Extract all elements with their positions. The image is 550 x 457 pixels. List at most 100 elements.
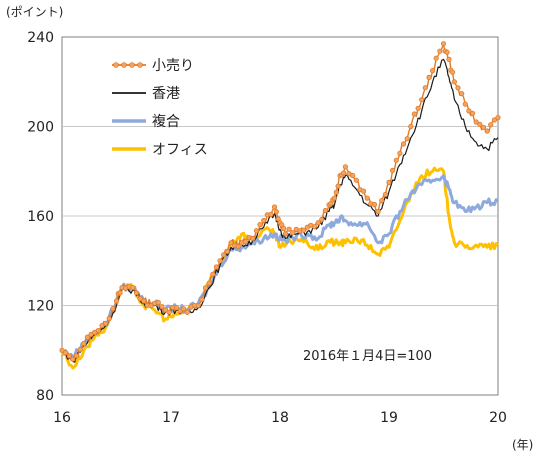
series-point <box>335 183 341 189</box>
series-point <box>110 305 116 312</box>
series-point <box>411 111 417 117</box>
legend-label-2: 複合 <box>152 113 180 130</box>
x-tick-label: 18 <box>271 410 289 426</box>
series-point <box>173 305 180 311</box>
series-point <box>130 284 136 291</box>
series-point <box>282 231 289 237</box>
series-point <box>59 347 65 353</box>
y-tick-label: 80 <box>36 388 54 404</box>
series-point <box>371 201 378 208</box>
series-point <box>95 327 101 334</box>
y-tick-label: 120 <box>27 299 54 315</box>
series-point <box>466 108 472 114</box>
series-point <box>422 85 428 91</box>
series-point <box>181 306 187 312</box>
y-tick-label: 240 <box>27 30 54 46</box>
series-point <box>440 41 447 47</box>
series-point <box>433 55 439 61</box>
series-point <box>199 296 205 302</box>
x-tick-label: 19 <box>380 410 398 426</box>
series-point <box>103 320 109 326</box>
series-point <box>271 204 278 210</box>
series-point <box>495 115 501 121</box>
series-point <box>202 285 209 291</box>
series-point <box>166 309 172 315</box>
series-point <box>70 356 76 362</box>
series-point <box>375 208 381 215</box>
series-point <box>235 243 241 249</box>
series-point <box>159 303 165 310</box>
legend-marker <box>121 62 127 68</box>
series-point <box>210 271 216 277</box>
legend-label-1: 香港 <box>152 86 180 102</box>
series-point <box>364 195 370 201</box>
series-point <box>137 296 143 302</box>
series-line-1 <box>61 58 499 363</box>
legend-marker <box>113 62 119 68</box>
series-point <box>300 227 307 233</box>
legend-marker <box>129 62 135 68</box>
series-point <box>155 299 161 306</box>
series-point <box>77 346 83 352</box>
series-point <box>224 248 230 254</box>
series-point <box>217 258 223 264</box>
series-point <box>449 69 456 75</box>
series-point <box>473 119 479 125</box>
series-point <box>148 303 154 309</box>
series-point <box>106 315 112 322</box>
series-point <box>99 322 105 329</box>
series-point <box>379 198 385 204</box>
series-point <box>66 353 72 359</box>
series-point <box>426 74 432 81</box>
y-unit-label: (ポイント) <box>6 5 63 19</box>
y-tick-label: 160 <box>27 209 54 225</box>
series-point <box>360 188 367 194</box>
series-point <box>286 226 292 232</box>
base-annotation: 2016年１月4日=100 <box>303 349 432 364</box>
legend-marker <box>137 62 143 68</box>
series-point <box>113 298 120 304</box>
series-point <box>162 307 169 313</box>
series-point <box>206 280 212 286</box>
series-point <box>484 128 490 134</box>
series-point <box>177 308 183 314</box>
series-point <box>397 150 403 156</box>
series-point <box>462 101 468 107</box>
series-point <box>250 235 256 241</box>
series-point <box>84 334 91 340</box>
x-tick-label: 17 <box>162 410 180 426</box>
series-point <box>415 105 421 111</box>
series-point <box>429 68 436 74</box>
series-point <box>213 264 219 270</box>
y-axis-ticks: 80 120 160 200 240 <box>27 30 54 404</box>
series-point <box>480 124 487 130</box>
series-point <box>350 172 356 179</box>
series-point <box>73 353 80 359</box>
series-point <box>141 298 147 304</box>
series-point <box>408 123 414 130</box>
series-point <box>268 211 274 217</box>
series-point <box>261 217 267 224</box>
legend-label-0: 小売り <box>152 58 194 74</box>
series-point <box>319 216 325 223</box>
series-point <box>459 91 465 97</box>
series-point <box>273 209 279 215</box>
series-point <box>253 228 259 234</box>
series-point <box>280 225 287 232</box>
series-point <box>242 239 249 245</box>
series-lines <box>59 41 501 370</box>
series-point <box>400 141 407 147</box>
series-point <box>446 56 452 63</box>
series-point <box>342 164 348 170</box>
series-point <box>184 309 190 315</box>
series-point <box>117 290 123 296</box>
series-point <box>257 222 263 228</box>
x-axis-ticks: 16 17 18 19 20 <box>53 410 507 426</box>
series-point <box>444 49 450 55</box>
series-point <box>311 224 318 230</box>
x-tick-label: 16 <box>53 410 71 426</box>
series-point <box>455 85 461 91</box>
